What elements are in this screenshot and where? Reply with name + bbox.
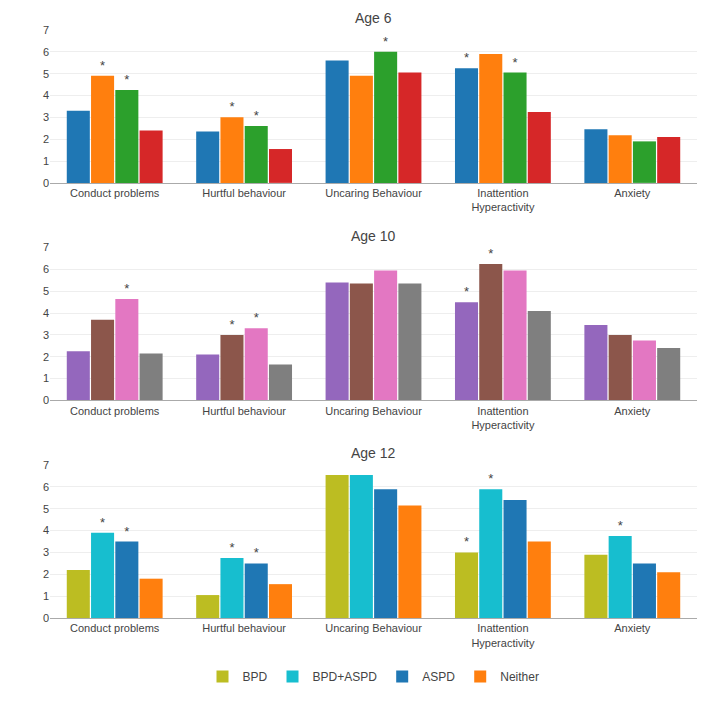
svg-text:*: * (100, 515, 105, 530)
svg-text:7: 7 (43, 241, 49, 253)
svg-text:7: 7 (43, 459, 49, 471)
svg-text:Hurtful behaviour: Hurtful behaviour (202, 622, 286, 634)
svg-text:4: 4 (43, 89, 49, 101)
svg-text:*: * (254, 310, 259, 325)
svg-text:*: * (513, 55, 518, 70)
svg-text:Uncaring Behaviour: Uncaring Behaviour (325, 405, 422, 417)
svg-text:InattentionHyperactivity: InattentionHyperactivity (471, 622, 534, 648)
svg-text:*: * (464, 50, 469, 65)
svg-text:3: 3 (43, 329, 49, 341)
svg-text:1: 1 (43, 590, 49, 602)
svg-text:*: * (124, 524, 129, 539)
svg-text:7: 7 (43, 24, 49, 36)
svg-text:*: * (124, 281, 129, 296)
svg-text:5: 5 (43, 68, 49, 80)
svg-text:*: * (229, 317, 234, 332)
svg-text:*: * (100, 58, 105, 73)
svg-text:Anxiety: Anxiety (614, 405, 651, 417)
svg-text:1: 1 (43, 155, 49, 167)
svg-text:BPD+ASPD: BPD+ASPD (313, 670, 378, 684)
svg-text:*: * (618, 518, 623, 533)
svg-text:3: 3 (43, 546, 49, 558)
svg-text:0: 0 (43, 394, 49, 406)
svg-text:Anxiety: Anxiety (614, 622, 651, 634)
svg-text:InattentionHyperactivity: InattentionHyperactivity (471, 187, 534, 213)
svg-text:4: 4 (43, 307, 49, 319)
svg-text:*: * (229, 540, 234, 555)
svg-text:6: 6 (43, 481, 49, 493)
svg-text:2: 2 (43, 568, 49, 580)
svg-text:2: 2 (43, 351, 49, 363)
svg-text:*: * (124, 72, 129, 87)
svg-text:*: * (383, 34, 388, 49)
svg-text:Uncaring Behaviour: Uncaring Behaviour (325, 622, 422, 634)
svg-text:*: * (464, 534, 469, 549)
svg-text:*: * (464, 284, 469, 299)
svg-text:*: * (254, 108, 259, 123)
svg-text:1: 1 (43, 372, 49, 384)
svg-text:2: 2 (43, 133, 49, 145)
svg-text:Conduct problems: Conduct problems (70, 405, 160, 417)
svg-text:ASPD: ASPD (422, 670, 455, 684)
svg-text:*: * (488, 471, 493, 486)
svg-text:Age 10: Age 10 (351, 228, 396, 244)
svg-text:BPD: BPD (243, 670, 268, 684)
svg-text:Conduct problems: Conduct problems (70, 622, 160, 634)
svg-text:Hurtful behaviour: Hurtful behaviour (202, 187, 286, 199)
svg-text:Neither: Neither (500, 670, 539, 684)
svg-text:Uncaring Behaviour: Uncaring Behaviour (325, 187, 422, 199)
svg-text:6: 6 (43, 263, 49, 275)
svg-text:5: 5 (43, 285, 49, 297)
svg-text:Conduct problems: Conduct problems (70, 187, 160, 199)
svg-text:InattentionHyperactivity: InattentionHyperactivity (471, 405, 534, 431)
svg-text:*: * (229, 99, 234, 114)
svg-text:3: 3 (43, 111, 49, 123)
svg-text:Hurtful behaviour: Hurtful behaviour (202, 405, 286, 417)
svg-text:0: 0 (43, 177, 49, 189)
svg-text:*: * (254, 545, 259, 560)
svg-text:Age 12: Age 12 (351, 445, 396, 461)
svg-text:5: 5 (43, 503, 49, 515)
svg-text:*: * (488, 246, 493, 261)
svg-text:4: 4 (43, 524, 49, 536)
svg-text:Anxiety: Anxiety (614, 187, 651, 199)
svg-text:6: 6 (43, 46, 49, 58)
svg-text:Age 6: Age 6 (355, 10, 392, 26)
svg-text:0: 0 (43, 612, 49, 624)
